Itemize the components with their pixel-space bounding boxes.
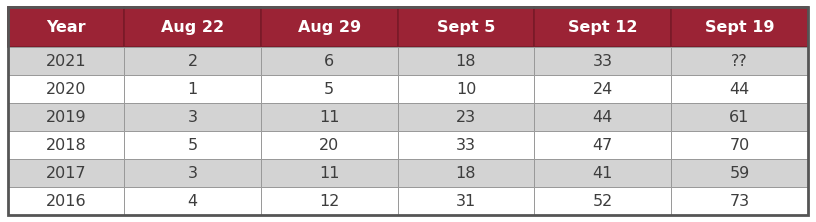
Bar — [534, 159, 671, 187]
Text: 18: 18 — [455, 54, 477, 69]
Bar — [261, 103, 397, 131]
Bar — [8, 75, 124, 103]
Bar — [261, 7, 397, 47]
Bar — [671, 7, 808, 47]
Bar — [397, 159, 534, 187]
Text: 59: 59 — [730, 166, 750, 181]
Text: 33: 33 — [456, 138, 476, 153]
Text: 44: 44 — [592, 110, 613, 125]
Text: Aug 22: Aug 22 — [161, 20, 224, 34]
Bar — [671, 103, 808, 131]
Bar — [261, 187, 397, 215]
Text: 2017: 2017 — [46, 166, 86, 181]
Text: 2019: 2019 — [46, 110, 86, 125]
Text: 2021: 2021 — [46, 54, 86, 69]
Text: 5: 5 — [324, 82, 335, 97]
Text: 3: 3 — [188, 110, 197, 125]
Text: 24: 24 — [592, 82, 613, 97]
Text: 61: 61 — [730, 110, 750, 125]
Text: 41: 41 — [592, 166, 613, 181]
Text: Year: Year — [47, 20, 86, 34]
Bar — [8, 159, 124, 187]
Text: 5: 5 — [188, 138, 197, 153]
Bar — [671, 159, 808, 187]
Text: 18: 18 — [455, 166, 477, 181]
Text: 2: 2 — [188, 54, 197, 69]
Text: 2018: 2018 — [46, 138, 86, 153]
Text: 10: 10 — [456, 82, 477, 97]
Bar — [397, 7, 534, 47]
Text: 2020: 2020 — [46, 82, 86, 97]
Bar — [261, 47, 397, 75]
Text: 33: 33 — [592, 54, 613, 69]
Bar — [534, 7, 671, 47]
Bar — [8, 187, 124, 215]
Text: 12: 12 — [319, 194, 339, 209]
Bar — [8, 47, 124, 75]
Text: ??: ?? — [731, 54, 747, 69]
Bar — [124, 159, 261, 187]
Text: 70: 70 — [730, 138, 750, 153]
Text: 23: 23 — [456, 110, 476, 125]
Bar — [8, 131, 124, 159]
Text: Aug 29: Aug 29 — [298, 20, 361, 34]
Text: 31: 31 — [456, 194, 476, 209]
Bar — [534, 75, 671, 103]
Bar — [397, 47, 534, 75]
Text: 2016: 2016 — [46, 194, 86, 209]
Text: 47: 47 — [592, 138, 613, 153]
Bar — [534, 103, 671, 131]
Bar — [534, 187, 671, 215]
Bar — [8, 103, 124, 131]
Bar — [671, 131, 808, 159]
Bar — [397, 131, 534, 159]
Bar — [397, 103, 534, 131]
Text: Sept 19: Sept 19 — [705, 20, 774, 34]
Bar — [124, 187, 261, 215]
Bar — [124, 75, 261, 103]
Text: 73: 73 — [730, 194, 750, 209]
Bar — [261, 159, 397, 187]
Bar — [124, 47, 261, 75]
Text: 11: 11 — [319, 166, 339, 181]
Bar — [124, 131, 261, 159]
Text: 20: 20 — [319, 138, 339, 153]
Text: 6: 6 — [324, 54, 335, 69]
Bar — [671, 187, 808, 215]
Text: 4: 4 — [188, 194, 197, 209]
Text: 11: 11 — [319, 110, 339, 125]
Bar — [671, 75, 808, 103]
Bar — [124, 7, 261, 47]
Text: 1: 1 — [188, 82, 197, 97]
Bar — [8, 7, 124, 47]
Bar — [261, 131, 397, 159]
Text: 44: 44 — [730, 82, 750, 97]
Text: 3: 3 — [188, 166, 197, 181]
Text: 52: 52 — [592, 194, 613, 209]
Bar — [534, 131, 671, 159]
Text: Sept 5: Sept 5 — [437, 20, 495, 34]
Bar — [397, 75, 534, 103]
Bar — [671, 47, 808, 75]
Text: Sept 12: Sept 12 — [568, 20, 637, 34]
Bar — [397, 187, 534, 215]
Bar — [534, 47, 671, 75]
Bar — [124, 103, 261, 131]
Bar — [261, 75, 397, 103]
